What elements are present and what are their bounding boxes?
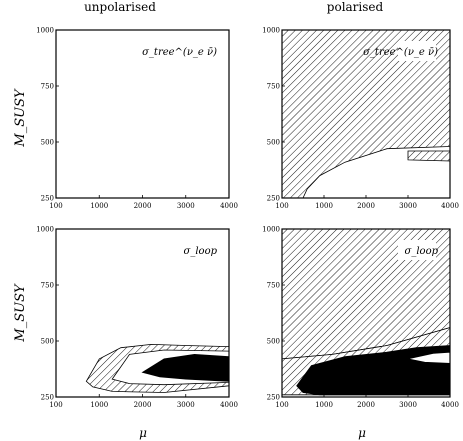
y-tick-label: 1000 [36, 27, 54, 35]
y-tick-label: 250 [41, 394, 54, 402]
x-tick-label: 1000 [315, 202, 333, 210]
y-tick-label: 500 [41, 338, 54, 346]
panel-background [56, 30, 229, 198]
x-tick-label: 3000 [177, 401, 195, 409]
regions [85, 343, 229, 393]
panel-annotation: σ_tree^(ν_e ν̄) [142, 47, 217, 58]
annotation-bg [398, 41, 436, 61]
y-tick-label: 750 [41, 83, 54, 91]
y-tick-label: 750 [267, 282, 280, 290]
x-tick-label: 100 [49, 401, 62, 409]
y-tick-label: 500 [41, 139, 54, 147]
x-tick-label: 100 [275, 202, 288, 210]
x-tick-label: 2000 [357, 401, 375, 409]
x-tick-label: 1000 [90, 401, 108, 409]
col-title-unpolarised: unpolarised [84, 0, 156, 14]
y-tick-label: 1000 [262, 226, 280, 234]
y-tick-label: 750 [267, 83, 280, 91]
region-hatched [282, 30, 450, 198]
ylabel-bottom: M_SUSY [13, 283, 28, 343]
y-tick-label: 750 [41, 282, 54, 290]
region-black [141, 353, 229, 382]
panel-top-left: 100 1000 2000 3000 4000 1000 750 500 250 σ_tree^(… [36, 27, 238, 211]
x-tick-label: 2000 [134, 401, 152, 409]
y-tick-label: 1000 [36, 226, 54, 234]
region-white [407, 351, 450, 364]
x-tick-label: 2000 [134, 202, 152, 210]
x-tick-label: 4000 [220, 202, 238, 210]
col-title-polarised: polarised [327, 0, 384, 14]
ylabel-top: M_SUSY [13, 88, 28, 148]
y-tick-label: 1000 [262, 27, 280, 35]
y-tick-label: 250 [267, 195, 280, 203]
region-hatched [407, 150, 450, 162]
annotation-bg [398, 240, 436, 260]
x-tick-label: 3000 [177, 202, 195, 210]
y-tick-label: 500 [267, 338, 280, 346]
x-tick-label: 4000 [220, 401, 238, 409]
panel-annotation: σ_loop [405, 246, 439, 257]
panel-bottom-right: 100 1000 2000 3000 4000 1000 750 500 250 σ_loop [262, 226, 459, 410]
panels: 100 1000 2000 3000 4000 1000 750 500 250 σ_tree^(… [36, 27, 459, 410]
panel-annotation: σ_tree^(ν_e ν̄) [363, 47, 438, 58]
x-tick-label: 1000 [90, 202, 108, 210]
x-tick-label: 2000 [357, 202, 375, 210]
xlabel-right: μ [358, 426, 366, 440]
y-tick-label: 500 [267, 139, 280, 147]
y-tick-label: 250 [41, 195, 54, 203]
x-tick-label: 3000 [399, 401, 417, 409]
x-tick-label: 1000 [315, 401, 333, 409]
x-tick-label: 4000 [441, 202, 459, 210]
x-tick-label: 3000 [399, 202, 417, 210]
panel-annotation: σ_loop [184, 246, 218, 257]
xlabel-left: μ [139, 426, 147, 440]
panel-bottom-left: 100 1000 2000 3000 4000 1000 750 500 250 σ_loop [36, 226, 238, 410]
x-tick-label: 4000 [441, 401, 459, 409]
x-tick-label: 100 [49, 202, 62, 210]
x-tick-label: 100 [275, 401, 288, 409]
panel-top-right: 100 1000 2000 3000 4000 1000 750 500 250 σ_tree^(… [262, 27, 459, 211]
y-tick-label: 250 [267, 394, 280, 402]
regions [282, 30, 450, 198]
regions [282, 229, 450, 396]
